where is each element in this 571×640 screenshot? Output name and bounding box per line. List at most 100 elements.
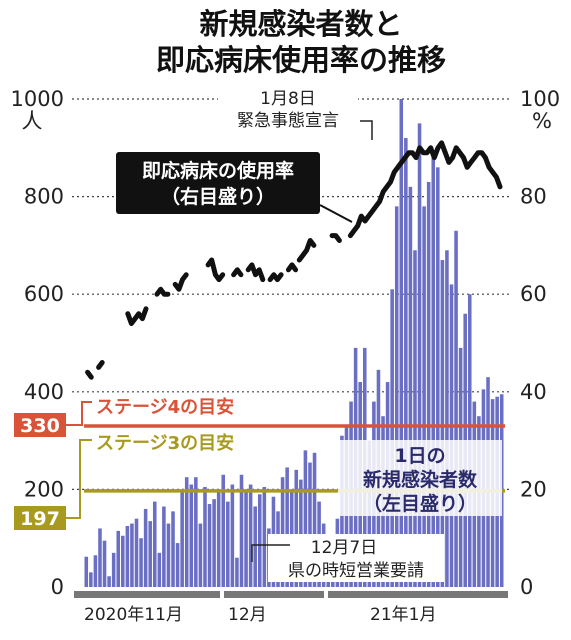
bar	[426, 181, 431, 587]
bar	[198, 523, 203, 587]
bar	[152, 501, 157, 587]
left-tick-label: 400	[24, 380, 64, 404]
bar	[280, 477, 285, 587]
bar	[216, 491, 221, 587]
bar	[235, 557, 239, 587]
rate-line-segment	[347, 140, 503, 239]
bar	[84, 556, 89, 587]
bar	[431, 157, 436, 587]
bar	[166, 523, 171, 587]
left-tick-label: 0	[51, 575, 64, 599]
bar	[212, 499, 216, 587]
bar	[189, 484, 194, 587]
bar	[239, 474, 244, 587]
bar	[102, 540, 107, 587]
right-tick-label: 40	[520, 380, 547, 404]
left-tick-label: 1000	[11, 87, 64, 111]
rate-line-segment	[96, 360, 105, 370]
stage4-value-box	[14, 413, 66, 437]
rate-line-segment	[296, 238, 317, 263]
stage3-label: ステージ3の目安	[96, 432, 234, 454]
bar	[294, 469, 299, 587]
bar	[148, 521, 152, 587]
left-tick-label: 800	[24, 185, 64, 209]
bar	[394, 206, 399, 588]
bar	[107, 576, 111, 587]
stage3-value: 197	[20, 508, 60, 530]
axis-ticks: 0 0 200 20 400 40 600 60 800 80 1000 100	[11, 87, 561, 599]
rate-series-label-line-1: 即応病床の使用率	[142, 159, 294, 182]
stage4-connector	[66, 401, 92, 426]
rate-line-segment	[154, 286, 171, 297]
x-month-bar-jan	[328, 591, 508, 598]
stage3-connector	[66, 439, 92, 519]
rate-line-series	[85, 140, 503, 380]
bar	[312, 452, 317, 587]
request-annotation-line-2: 県の時短営業要請	[288, 561, 424, 581]
right-tick-label: 100	[520, 87, 560, 111]
request-annotation-line-1: 12月7日	[311, 538, 377, 558]
bar	[184, 477, 189, 587]
left-tick-label: 600	[24, 282, 64, 306]
cases-series-label-line-2: 新規感染者数	[363, 468, 478, 491]
bar	[299, 479, 303, 587]
cases-series-label-line-1: 1日の	[394, 445, 445, 467]
rate-line-segment	[329, 233, 342, 243]
bar	[445, 250, 449, 587]
bar	[89, 572, 93, 587]
emergency-annotation-line-1: 1月8日	[260, 89, 316, 109]
x-label-jan: 21年1月	[370, 605, 436, 625]
bar	[116, 530, 121, 587]
x-month-bar-dec	[224, 591, 324, 598]
bar	[308, 462, 312, 587]
right-tick-label: 0	[520, 575, 533, 599]
bar	[125, 526, 130, 587]
bar	[390, 289, 394, 587]
stage3-value-box	[14, 506, 66, 530]
bar	[111, 552, 116, 587]
bar	[262, 486, 267, 587]
x-label-dec: 12月	[228, 605, 267, 625]
rate-line-segment	[125, 306, 149, 326]
cases-series-label-line-3: （左目盛り）	[363, 492, 477, 515]
bar	[175, 543, 180, 587]
stage4-label: ステージ4の目安	[96, 396, 234, 418]
request-annotation-leader	[251, 544, 290, 562]
emergency-annotation-bg	[218, 84, 358, 132]
bar	[143, 508, 148, 587]
bar	[440, 260, 445, 587]
left-tick-label: 200	[24, 477, 64, 501]
bar	[203, 486, 207, 587]
bar	[422, 206, 426, 588]
bar	[413, 250, 417, 587]
bar	[253, 506, 257, 587]
bar	[257, 494, 262, 587]
bar	[399, 99, 404, 587]
x-label-nov: 2020年11月	[84, 605, 183, 625]
right-tick-label: 60	[520, 282, 547, 306]
rate-line-segment	[231, 267, 244, 278]
bar	[404, 138, 408, 588]
bar	[194, 477, 198, 587]
rate-line-segment	[85, 369, 94, 380]
x-axis-month-bars	[74, 591, 508, 598]
emergency-annotation-line-2: 緊急事態宣言	[237, 111, 339, 131]
bar	[285, 467, 289, 587]
x-month-bar-nov	[74, 591, 220, 598]
stage4-value: 330	[20, 415, 60, 437]
rate-series-label-pointer	[319, 204, 353, 223]
bar	[121, 535, 125, 587]
rate-line-segment	[267, 272, 284, 283]
bar	[436, 167, 440, 587]
rate-line-segment	[172, 272, 189, 292]
chart-title-line-1: 新規感染者数と	[199, 7, 402, 41]
bar	[248, 484, 253, 587]
right-tick-label: 20	[520, 477, 547, 501]
bar	[139, 538, 143, 587]
rate-series-label-box	[116, 152, 320, 214]
bar	[303, 450, 308, 587]
bar	[221, 474, 226, 587]
chart-title-line-2: 即応病床使用率の推移	[156, 43, 446, 77]
rate-line-segment	[285, 262, 299, 273]
